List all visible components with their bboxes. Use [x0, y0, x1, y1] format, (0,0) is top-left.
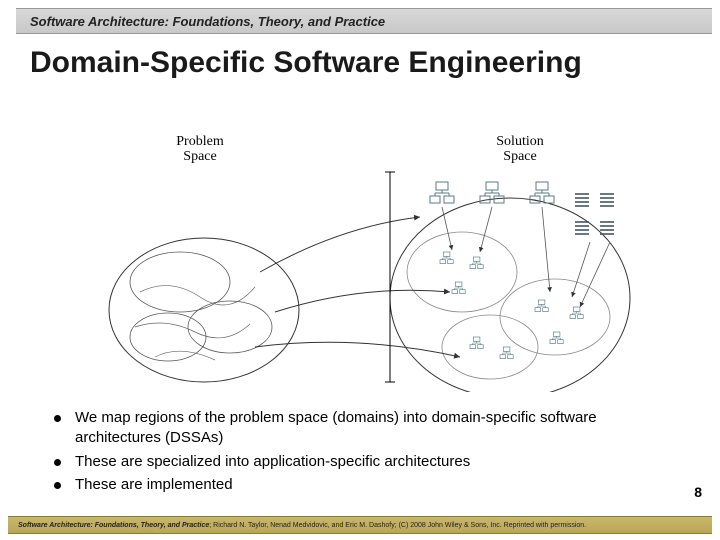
bullet-item: We map regions of the problem space (dom… [54, 408, 680, 449]
footer-bar: Software Architecture: Foundations, Theo… [8, 516, 712, 534]
slide-title-block: Domain-Specific Software Engineering [30, 46, 690, 81]
header-title: Software Architecture: Foundations, Theo… [30, 14, 385, 29]
bullet-item: These are specialized into application-s… [54, 452, 680, 472]
bullet-text: These are specialized into application-s… [75, 452, 470, 472]
bullet-dot-icon [54, 482, 61, 489]
footer-book: Software Architecture: Foundations, Theo… [18, 522, 209, 529]
problem-space-label: Problem Space [160, 134, 240, 165]
page-number: 8 [694, 484, 702, 500]
footer-rest: ; Richard N. Taylor, Nenad Medvidovic, a… [209, 522, 586, 529]
bullet-dot-icon [54, 459, 61, 466]
header-bar: Software Architecture: Foundations, Theo… [16, 8, 712, 34]
bullet-text: These are implemented [75, 475, 233, 495]
diagram-svg [80, 132, 640, 392]
bullet-text: We map regions of the problem space (dom… [75, 408, 680, 449]
bullet-list: We map regions of the problem space (dom… [54, 408, 680, 498]
diagram: Problem Space Solution Space [80, 132, 640, 392]
bullet-dot-icon [54, 415, 61, 422]
footer-text: Software Architecture: Foundations, Theo… [18, 522, 586, 529]
solution-space-label: Solution Space [480, 134, 560, 165]
bullet-item: These are implemented [54, 475, 680, 495]
slide-title: Domain-Specific Software Engineering [30, 46, 690, 81]
